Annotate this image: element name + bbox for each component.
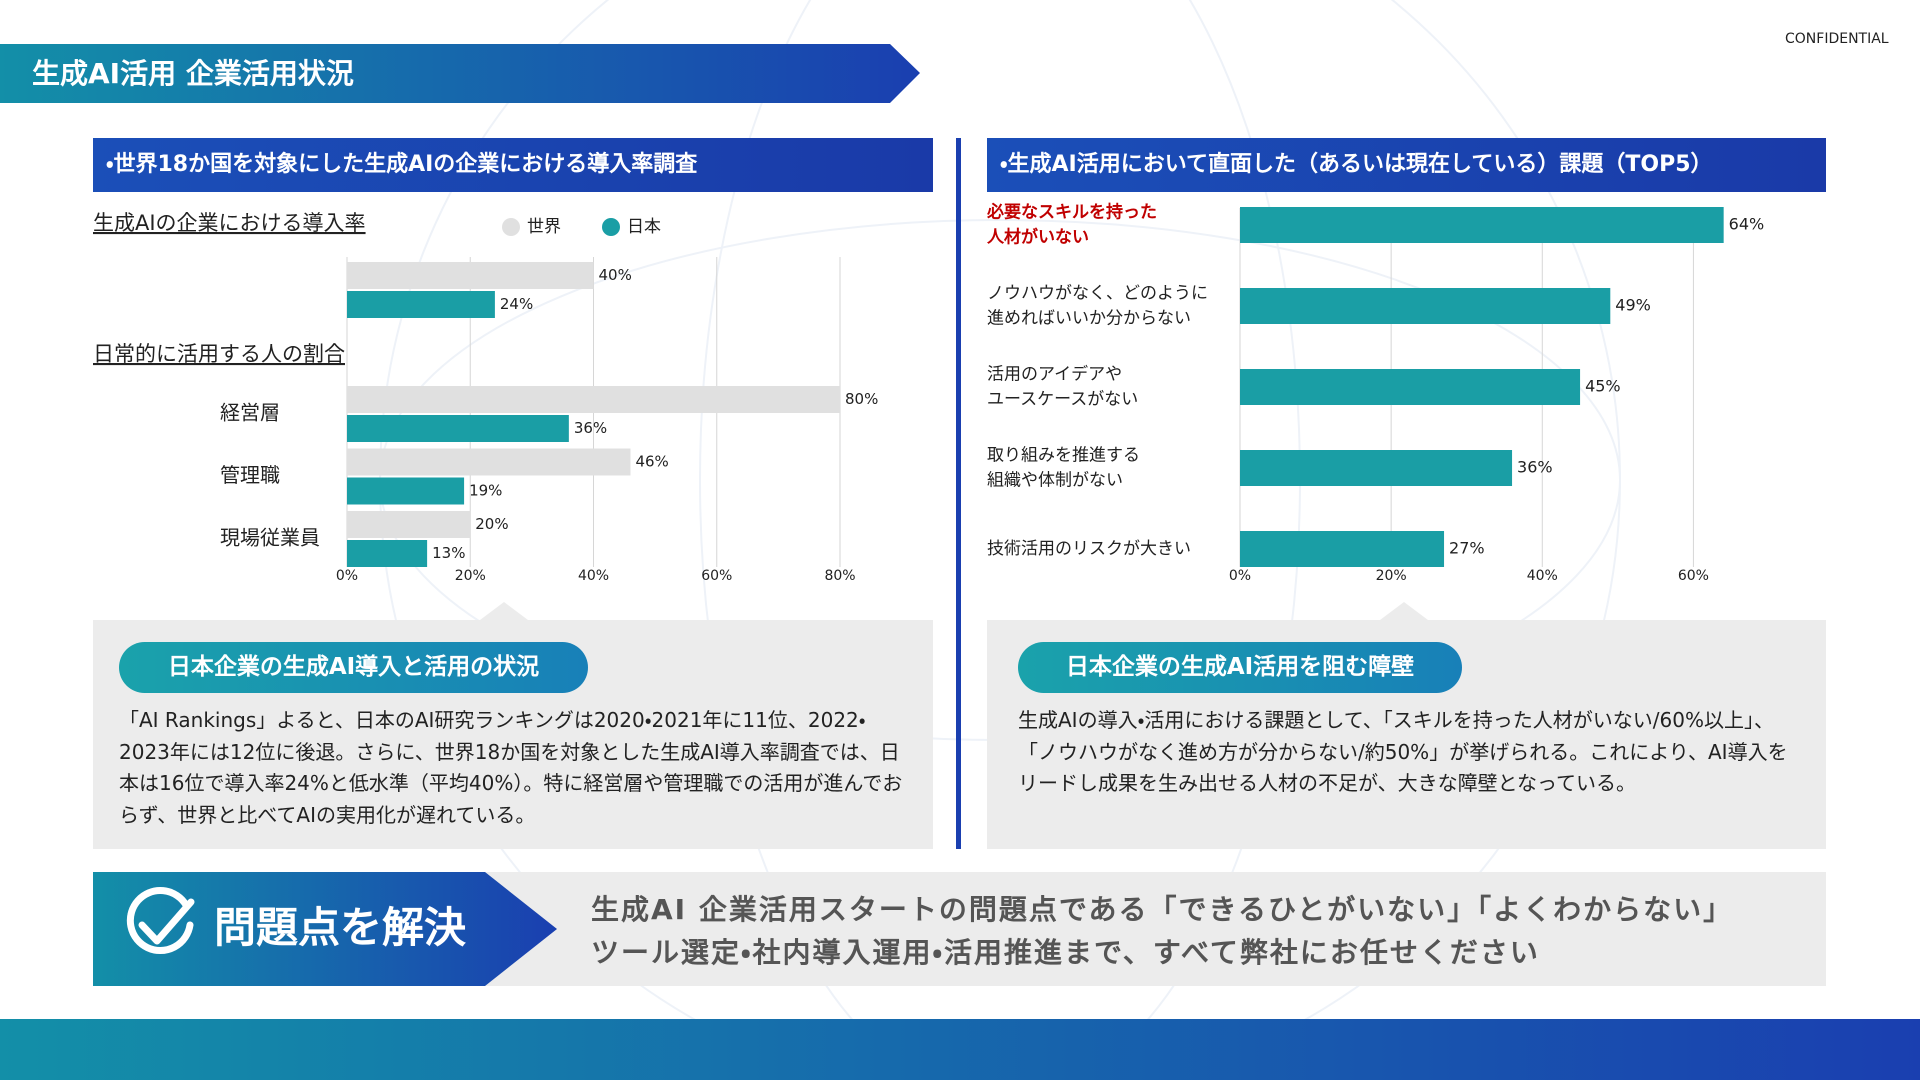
category-label: 管理職	[220, 463, 280, 487]
bar	[1240, 450, 1513, 486]
section-title: 日常的に活用する人の割合	[93, 342, 345, 366]
legend-swatch	[502, 218, 520, 236]
value-label: 36%	[574, 419, 607, 437]
bar	[1240, 369, 1581, 405]
right-callout-title: 日本企業の生成AI活用を阻む障壁	[1065, 654, 1415, 680]
callout-pointer	[1380, 602, 1428, 620]
right-callout-pill	[1018, 642, 1462, 693]
category-label: ユースケースがない	[987, 390, 1138, 410]
category-label: ノウハウがなく、どのように	[987, 284, 1208, 304]
legend-label: 日本	[627, 217, 661, 237]
value-label: 45%	[1585, 377, 1621, 396]
legend-swatch	[602, 218, 620, 236]
x-tick-label: 40%	[1527, 568, 1558, 584]
callout-pointer	[480, 602, 528, 620]
bottom-band	[0, 1019, 1920, 1080]
x-tick-label: 60%	[1678, 568, 1709, 584]
x-tick-label: 0%	[1229, 568, 1251, 584]
x-tick-label: 40%	[578, 568, 609, 584]
bar	[347, 291, 495, 318]
bar	[347, 262, 594, 289]
footer-badge	[93, 872, 557, 986]
right-heading-bar	[987, 138, 1826, 192]
value-label: 49%	[1615, 296, 1651, 315]
bar	[347, 386, 840, 413]
right-callout-text: 生成AIの導入・活用における課題として、「スキルを持った人材がいない/60%以上…	[1018, 708, 1788, 795]
value-label: 13%	[432, 544, 465, 562]
left-heading: ・世界18か国を対象にした生成AIの企業における導入率調査	[106, 152, 698, 177]
header-banner	[0, 44, 920, 103]
footer-badge-text: 問題点を解決	[214, 903, 467, 952]
value-label: 24%	[500, 295, 533, 313]
x-tick-label: 80%	[824, 568, 855, 584]
footer-line: ツール選定・社内導入運用・活用推進まで、すべて弊社にお任せください	[591, 936, 1540, 969]
x-tick-label: 60%	[701, 568, 732, 584]
bar	[1240, 288, 1611, 324]
value-label: 46%	[635, 453, 668, 471]
category-label: 取り組みを推進する	[987, 446, 1140, 466]
category-label: 現場従業員	[220, 526, 320, 550]
bar	[347, 511, 471, 538]
left-callout-title: 日本企業の生成AI導入と活用の状況	[167, 654, 540, 680]
x-tick-label: 20%	[1376, 568, 1407, 584]
x-tick-label: 20%	[455, 568, 486, 584]
value-label: 19%	[469, 482, 502, 500]
header-title: 生成AI活用 企業活用状況	[32, 57, 354, 90]
category-label: 経営層	[220, 401, 280, 425]
value-label: 40%	[599, 266, 632, 284]
value-label: 20%	[475, 515, 508, 533]
right-heading: ・生成AI活用において直面した（あるいは現在している）課題（TOP5）	[1000, 152, 1713, 177]
bar	[347, 540, 428, 567]
left-heading-bar	[93, 138, 933, 192]
divider	[956, 138, 961, 849]
legend-label: 世界	[527, 217, 561, 237]
check-icon	[126, 887, 195, 954]
bar	[1240, 531, 1445, 567]
bar	[347, 415, 569, 442]
x-tick-label: 0%	[336, 568, 358, 584]
section-title: 生成AIの企業における導入率	[93, 211, 366, 235]
category-label: 技術活用のリスクが大きい	[987, 539, 1191, 559]
value-label: 80%	[845, 390, 878, 408]
value-label: 36%	[1517, 458, 1553, 477]
category-label: 組織や体制がない	[987, 471, 1123, 491]
bar	[347, 477, 465, 505]
category-label: 人材がいない	[986, 227, 1089, 248]
left-callout-pill	[119, 642, 588, 693]
bar	[347, 448, 631, 476]
left-callout-text: 「AI Rankings」よると、日本のAI研究ランキングは2020・2021年…	[119, 708, 903, 827]
value-label: 64%	[1729, 215, 1765, 234]
confidential: CONFIDENTIAL	[1785, 31, 1889, 47]
category-label: 活用のアイデアや	[987, 364, 1122, 385]
category-label: 進めればいいか分からない	[987, 309, 1191, 329]
bar	[1240, 207, 1724, 243]
category-label: 必要なスキルを持った	[986, 202, 1157, 223]
footer-line: 生成AI 企業活用スタートの問題点である「できるひとがいない」「よくわからない」	[591, 893, 1734, 926]
value-label: 27%	[1449, 539, 1485, 558]
